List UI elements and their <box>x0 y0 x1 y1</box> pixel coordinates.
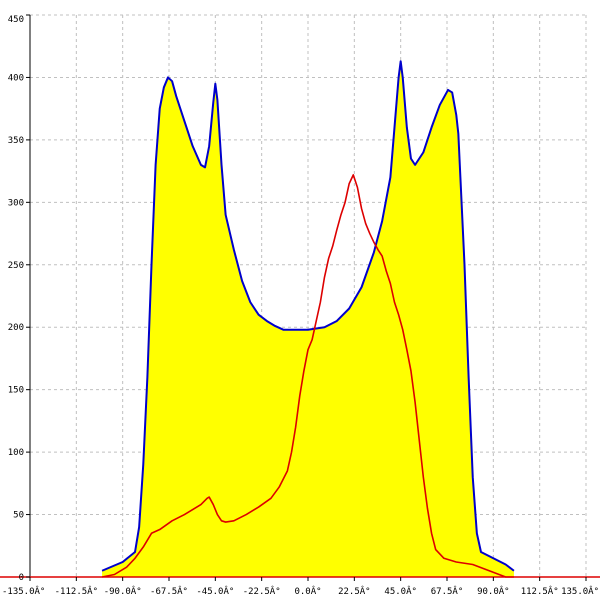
y-tick-label-7: 350 <box>8 136 24 146</box>
series-0-area <box>102 61 514 577</box>
x-tick-label-4: -45.0Â° <box>196 585 234 597</box>
x-tick-label-8: 45.0Â° <box>384 585 417 597</box>
y-tick-label-5: 250 <box>8 261 24 271</box>
x-tick-label-1: -112.5Â° <box>55 585 98 597</box>
y-tick-label-0: 0 <box>19 573 24 583</box>
x-tick-label-5: -22.5Â° <box>243 585 281 597</box>
y-tick-label-4: 200 <box>8 323 24 333</box>
x-tick-label-0: -135.0Â° <box>2 585 45 597</box>
x-tick-label-3: -67.5Â° <box>150 585 188 597</box>
y-tick-label-1: 50 <box>13 511 24 521</box>
series-1-line <box>101 174 514 578</box>
x-tick-label-6: 0.0Â° <box>294 585 321 597</box>
y-tick-label-3: 150 <box>8 386 24 396</box>
y-tick-label-2: 100 <box>8 448 24 458</box>
tick-labels: 0 50 100 150 200 250 300 350 400 450 -135.0Â° -112.… <box>2 14 599 597</box>
x-tick-label-2: -90.0Â° <box>104 585 142 597</box>
axes <box>0 15 600 578</box>
series-0-line <box>101 60 515 572</box>
series-layer <box>101 60 515 578</box>
x-tick-label-10: 90.0Â° <box>477 585 510 597</box>
y-tick-label-6: 300 <box>8 198 24 208</box>
x-tick-label-9: 67.5Â° <box>431 585 464 597</box>
x-tick-label-11: 112.5Â° <box>521 585 559 597</box>
y-tick-label-8: 400 <box>8 73 24 83</box>
x-tick-label-12: 135.0Â° <box>561 585 599 597</box>
y-tick-label-9: 450 <box>8 15 24 25</box>
x-tick-label-7: 22.5Â° <box>338 585 371 597</box>
